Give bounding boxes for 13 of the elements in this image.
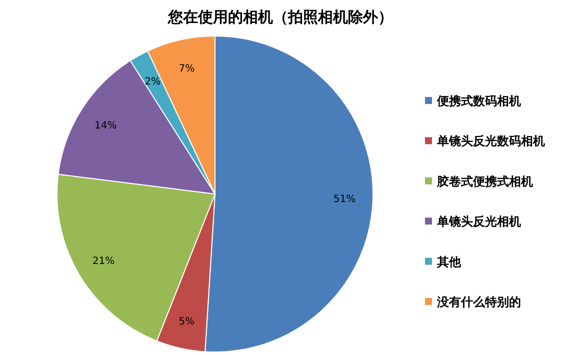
legend-label: 单镜头反光相机 — [436, 214, 521, 229]
data-label: 7% — [178, 64, 195, 75]
legend-label: 便携式数码相机 — [436, 94, 521, 108]
chart-title: 您在使用的相机（拍照相机除外） — [167, 8, 393, 26]
legend-label: 胶卷式便携式相机 — [436, 174, 533, 188]
data-label: 5% — [178, 316, 195, 328]
legend-label: 单镜头反光数码相机 — [436, 134, 545, 148]
data-label: 51% — [333, 194, 356, 206]
legend-label: 其他 — [436, 254, 462, 269]
data-label: 14% — [94, 120, 117, 132]
data-label: 21% — [92, 256, 115, 267]
data-label: 2% — [144, 76, 161, 88]
legend-label: 没有什么特别的 — [436, 295, 521, 309]
